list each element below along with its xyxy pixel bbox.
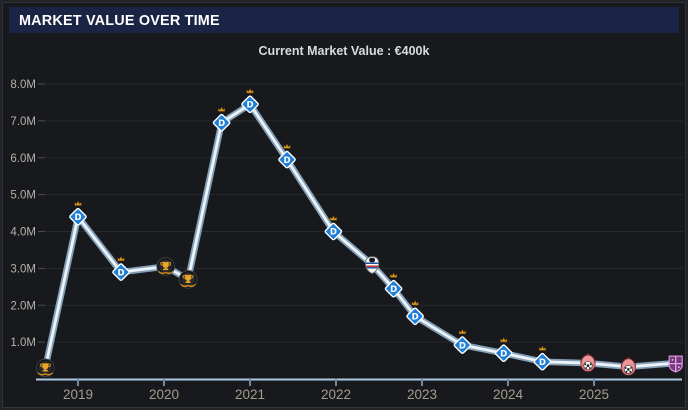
crown-icon [538,345,546,351]
purple-shield-club-badge-icon[interactable] [668,355,683,373]
svg-text:D: D [330,228,337,238]
x-tick-label: 2024 [493,387,524,402]
trophy-badge-icon[interactable] [178,270,198,289]
crown-icon [329,215,337,221]
trophy-badge-icon[interactable] [35,358,55,378]
blue-diamond-club-badge-icon[interactable]: D [278,150,296,169]
x-tick-label: 2021 [235,387,265,402]
market-value-line-glow [42,101,679,372]
blue-diamond-club-badge-icon[interactable]: D [324,222,343,241]
blue-diamond-club-badge-icon[interactable]: D [212,113,231,132]
x-tick-label: 2020 [149,387,179,402]
crown-icon [218,106,226,112]
svg-text:D: D [390,285,397,295]
svg-text:D: D [412,313,419,323]
y-tick-label: 2.0M [10,300,36,312]
trophy-badge-icon[interactable] [156,257,175,276]
svg-text:D: D [500,349,507,359]
current-market-value-text: Current Market Value : €400k [258,44,430,58]
svg-text:D: D [459,341,466,351]
crown-icon [74,200,82,206]
pink-round-club-badge-icon[interactable] [580,353,596,372]
svg-text:D: D [218,119,225,129]
y-tick-label: 1.0M [10,337,36,349]
svg-text:D: D [74,213,81,223]
crown-icon [283,143,291,149]
crown-icon [458,328,466,335]
crown-icon [117,255,125,262]
blue-diamond-club-badge-icon[interactable]: D [112,263,130,281]
y-tick-label: 5.0M [10,190,36,202]
svg-text:D: D [117,268,124,278]
x-tick-label: 2023 [407,387,437,402]
panel-title: MARKET VALUE OVER TIME [19,11,220,29]
blue-diamond-club-badge-icon[interactable]: D [406,307,424,326]
blue-diamond-club-badge-icon[interactable]: D [453,336,472,354]
crown-icon [390,272,398,278]
blue-diamond-club-badge-icon[interactable]: D [69,207,87,226]
x-tick-label: 2019 [63,387,93,402]
y-tick-label: 3.0M [10,263,36,275]
blue-diamond-club-badge-icon[interactable]: D [533,352,552,371]
pink-round-club-badge-icon[interactable] [620,357,636,376]
y-tick-label: 8.0M [10,79,36,91]
crown-icon [246,88,254,94]
x-tick-label: 2022 [321,387,351,402]
y-tick-label: 6.0M [10,153,36,165]
svg-text:D: D [539,358,546,368]
blue-diamond-club-badge-icon[interactable]: D [494,344,513,363]
white-shield-club-badge-icon[interactable] [365,256,380,274]
panel-titlebar: MARKET VALUE OVER TIME [9,7,679,33]
market-value-line [43,102,678,370]
y-tick-label: 7.0M [10,116,36,128]
blue-diamond-club-badge-icon[interactable]: D [241,95,259,114]
y-tick-label: 4.0M [10,227,36,239]
crown-icon [500,337,508,343]
x-tick-label: 2025 [579,387,609,402]
svg-text:D: D [246,101,253,111]
svg-text:D: D [283,156,290,166]
crown-icon [411,300,419,306]
blue-diamond-club-badge-icon[interactable]: D [384,279,403,298]
